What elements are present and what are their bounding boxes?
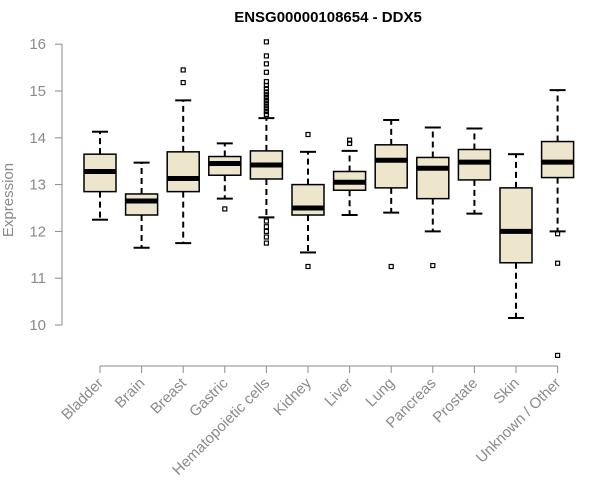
outlier-point xyxy=(263,103,269,109)
outlier-point xyxy=(263,108,269,115)
box-group xyxy=(249,39,284,246)
box-group xyxy=(166,67,200,245)
outlier-point xyxy=(554,352,561,359)
box-group xyxy=(124,161,159,249)
x-tick-label: Brain xyxy=(112,375,149,412)
box-group xyxy=(374,119,408,270)
y-tick-label: 12 xyxy=(29,223,46,240)
x-tick-label: Prostate xyxy=(430,375,482,427)
y-tick-label: 11 xyxy=(30,270,46,287)
box-group xyxy=(332,137,367,217)
outlier-point xyxy=(305,131,311,138)
outlier-point xyxy=(263,234,269,240)
outlier-point xyxy=(263,53,269,59)
chart-title: ENSG00000108654 - DDX5 xyxy=(234,9,422,26)
outlier-point xyxy=(263,61,269,67)
outlier-point xyxy=(263,111,269,118)
y-tick-label: 15 xyxy=(29,83,46,100)
outlier-point xyxy=(263,228,269,234)
outlier-point xyxy=(554,231,561,237)
y-tick-label: 13 xyxy=(29,177,46,194)
outlier-point xyxy=(347,140,353,147)
outlier-point xyxy=(554,260,561,266)
outlier-point xyxy=(263,218,269,224)
box-group xyxy=(416,126,450,269)
box-iqr xyxy=(540,140,575,179)
outlier-point xyxy=(305,263,311,270)
outlier-point xyxy=(388,263,394,270)
outlier-point xyxy=(263,94,269,101)
box-iqr xyxy=(499,187,533,264)
outlier-point xyxy=(263,100,269,106)
outlier-point xyxy=(430,262,436,269)
outlier-point xyxy=(263,39,269,45)
box-iqr xyxy=(374,144,408,189)
x-tick-label: Bladder xyxy=(58,375,107,424)
outlier-point xyxy=(263,224,269,230)
outlier-point xyxy=(263,92,269,98)
outlier-point xyxy=(263,106,269,112)
plot-layer xyxy=(83,39,575,359)
outlier-point xyxy=(222,206,228,212)
outlier-point xyxy=(180,79,186,86)
outlier-point xyxy=(347,137,353,143)
outlier-point xyxy=(180,67,186,73)
x-tick-label: Liver xyxy=(321,375,356,410)
box-group xyxy=(499,153,533,319)
y-tick-label: 10 xyxy=(29,317,46,334)
y-tick-label: 14 xyxy=(29,130,46,147)
outlier-point xyxy=(263,86,269,92)
outlier-point xyxy=(263,89,269,95)
outlier-point xyxy=(263,97,269,103)
x-tick-label: Lung xyxy=(362,375,398,411)
box-iqr xyxy=(124,193,159,216)
y-axis-label: Expression xyxy=(0,163,17,237)
box-group xyxy=(83,130,117,221)
outlier-point xyxy=(263,69,269,75)
outlier-point xyxy=(263,240,269,246)
box-group xyxy=(208,142,242,212)
y-tick-label: 16 xyxy=(29,36,46,53)
box-iqr xyxy=(416,156,450,200)
x-tick-label: Kidney xyxy=(270,374,315,419)
box-iqr xyxy=(457,148,492,181)
outlier-point xyxy=(263,82,269,88)
box-group xyxy=(540,89,575,359)
box-iqr xyxy=(166,151,200,193)
x-tick-label: Skin xyxy=(490,375,523,408)
box-group xyxy=(457,127,492,215)
box-group xyxy=(291,131,325,270)
x-tick-label: Breast xyxy=(147,374,190,417)
